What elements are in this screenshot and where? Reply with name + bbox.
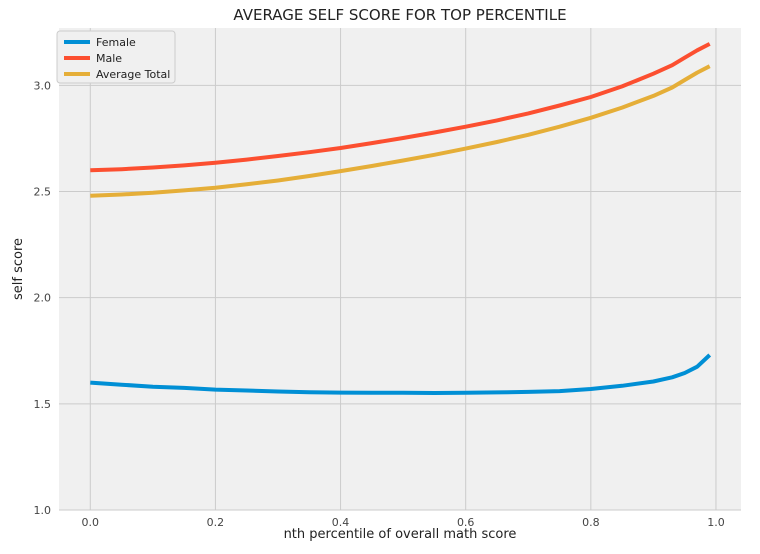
y-tick-label: 1.0	[34, 504, 52, 517]
y-tick-label: 1.5	[34, 398, 52, 411]
legend-label-female: Female	[96, 36, 136, 49]
x-tick-label: 0.8	[582, 516, 600, 529]
x-tick-label: 0.6	[457, 516, 475, 529]
x-tick-label: 0.2	[207, 516, 225, 529]
plot-background	[59, 28, 741, 510]
x-tick-label: 0.4	[332, 516, 350, 529]
series-line-female	[90, 353, 712, 395]
y-tick-label: 2.5	[34, 185, 52, 198]
series-line-male	[90, 42, 711, 173]
series-lines	[90, 42, 712, 395]
legend: Female Male Average Total	[56, 30, 176, 84]
y-axis-label: self score	[11, 238, 26, 300]
series-line-average-total	[90, 64, 711, 198]
y-tick-label: 3.0	[34, 79, 52, 92]
tick-labels: 0.0 0.2 0.4 0.6 0.8 1.0 1.0 1.5 2.0 2.5 3.0	[34, 79, 725, 529]
x-tick-label: 0.0	[82, 516, 100, 529]
legend-label-average-total: Average Total	[96, 68, 170, 81]
x-axis-label: nth percentile of overall math score	[284, 527, 517, 542]
x-tick-label: 1.0	[707, 516, 725, 529]
y-tick-label: 2.0	[34, 292, 52, 305]
legend-label-male: Male	[96, 52, 122, 65]
chart-title: AVERAGE SELF SCORE FOR TOP PERCENTILE	[233, 6, 566, 24]
